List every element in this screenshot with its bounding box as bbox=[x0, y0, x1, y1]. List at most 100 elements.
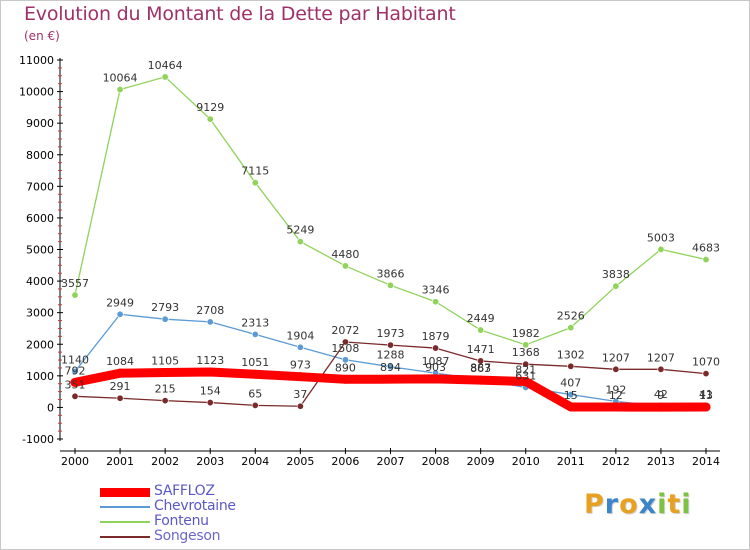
data-label-saffloz: 1051 bbox=[241, 356, 269, 369]
logo-letter: o bbox=[619, 489, 639, 520]
data-label-fontenu: 3557 bbox=[61, 277, 89, 290]
data-point-fontenu bbox=[567, 324, 575, 332]
data-point-chevrotaine bbox=[567, 391, 575, 399]
logo-letter: x bbox=[638, 489, 658, 520]
data-label-songeson: 37 bbox=[293, 388, 307, 401]
data-point-saffloz bbox=[160, 368, 170, 378]
data-label-fontenu: 3346 bbox=[422, 284, 450, 297]
x-tick-label: 2005 bbox=[286, 455, 314, 468]
data-label-songeson: 351 bbox=[65, 378, 86, 391]
data-point-saffloz bbox=[205, 367, 215, 377]
legend-swatch bbox=[100, 536, 150, 538]
data-label-songeson: 154 bbox=[200, 385, 221, 398]
data-label-saffloz: 973 bbox=[290, 359, 311, 372]
data-point-chevrotaine bbox=[386, 363, 394, 371]
data-point-songeson bbox=[477, 357, 485, 365]
x-tick-label: 2000 bbox=[61, 455, 89, 468]
data-label-saffloz: 792 bbox=[65, 364, 86, 377]
x-tick-label: 2003 bbox=[196, 455, 224, 468]
y-tick-label: -1000 bbox=[22, 433, 54, 446]
data-point-songeson bbox=[341, 338, 349, 346]
data-point-chevrotaine bbox=[296, 343, 304, 351]
legend-label: Fontenu bbox=[154, 513, 209, 529]
data-label-fontenu: 3838 bbox=[602, 268, 630, 281]
y-tick-label: 2000 bbox=[26, 338, 54, 351]
data-point-songeson bbox=[116, 394, 124, 402]
y-tick-label: 4000 bbox=[26, 275, 54, 288]
data-point-fontenu bbox=[206, 115, 214, 123]
y-tick-label: 9000 bbox=[26, 117, 54, 130]
x-tick-label: 2013 bbox=[647, 455, 675, 468]
data-label-fontenu: 4683 bbox=[692, 242, 720, 255]
data-label-songeson: 2072 bbox=[331, 324, 359, 337]
data-point-songeson bbox=[386, 341, 394, 349]
data-point-songeson bbox=[612, 365, 620, 373]
data-label-chevrotaine: 1904 bbox=[286, 329, 314, 342]
data-label-saffloz: 9 bbox=[657, 389, 664, 402]
data-point-chevrotaine bbox=[206, 318, 214, 326]
data-point-songeson bbox=[71, 392, 79, 400]
data-label-saffloz: 863 bbox=[470, 362, 491, 375]
data-point-fontenu bbox=[116, 86, 124, 94]
data-label-songeson: 1302 bbox=[557, 348, 585, 361]
data-point-fontenu bbox=[702, 256, 710, 264]
chart-subtitle: (en €) bbox=[24, 29, 60, 43]
data-point-fontenu bbox=[251, 179, 259, 187]
data-label-fontenu: 3866 bbox=[377, 267, 405, 280]
data-point-saffloz bbox=[70, 377, 80, 387]
data-label-fontenu: 7115 bbox=[241, 165, 269, 178]
data-label-fontenu: 9129 bbox=[196, 101, 224, 114]
data-point-songeson bbox=[161, 397, 169, 405]
data-label-saffloz: 1084 bbox=[106, 355, 134, 368]
data-point-songeson bbox=[206, 399, 214, 407]
data-label-songeson: 65 bbox=[248, 387, 262, 400]
data-point-saffloz bbox=[656, 402, 666, 412]
data-point-fontenu bbox=[386, 281, 394, 289]
data-label-songeson: 1879 bbox=[422, 330, 450, 343]
data-label-chevrotaine: 407 bbox=[560, 377, 581, 390]
data-label-chevrotaine: 887 bbox=[470, 361, 491, 374]
data-label-saffloz: 15 bbox=[564, 389, 578, 402]
y-tick-label: 8000 bbox=[26, 149, 54, 162]
y-tick-label: 0 bbox=[47, 401, 54, 414]
legend-swatch bbox=[100, 521, 150, 523]
data-label-songeson: 1471 bbox=[467, 343, 495, 356]
data-label-fontenu: 2449 bbox=[467, 312, 495, 325]
data-point-chevrotaine bbox=[116, 310, 124, 318]
legend-label: SAFFLOZ bbox=[154, 483, 215, 499]
y-tick-label: 11000 bbox=[19, 54, 54, 67]
data-point-saffloz bbox=[295, 372, 305, 382]
proxiti-logo: Proxiti bbox=[584, 489, 692, 520]
x-tick-label: 2001 bbox=[106, 455, 134, 468]
data-point-fontenu bbox=[657, 245, 665, 253]
data-label-saffloz: 890 bbox=[335, 361, 356, 374]
x-tick-label: 2012 bbox=[602, 455, 630, 468]
data-point-fontenu bbox=[522, 341, 530, 349]
chart-title: Evolution du Montant de la Dette par Hab… bbox=[24, 3, 456, 25]
data-label-chevrotaine: 631 bbox=[515, 369, 536, 382]
data-point-saffloz bbox=[386, 374, 395, 384]
data-point-songeson bbox=[522, 360, 530, 368]
y-tick-label: 5000 bbox=[26, 244, 54, 257]
data-point-songeson bbox=[432, 344, 440, 352]
data-label-chevrotaine: 1087 bbox=[422, 355, 450, 368]
legend-swatch bbox=[100, 487, 150, 497]
data-point-saffloz bbox=[521, 376, 531, 386]
legend-label: Chevrotaine bbox=[154, 498, 236, 514]
data-label-fontenu: 1982 bbox=[512, 327, 540, 340]
logo-letter: i bbox=[681, 489, 692, 520]
y-tick-label: 6000 bbox=[26, 212, 54, 225]
data-point-fontenu bbox=[341, 262, 349, 270]
y-tick-label: 1000 bbox=[26, 370, 54, 383]
data-label-saffloz: 903 bbox=[425, 361, 446, 374]
data-point-fontenu bbox=[477, 326, 485, 334]
data-label-saffloz: 1105 bbox=[151, 355, 179, 368]
data-point-songeson bbox=[657, 365, 665, 373]
data-point-chevrotaine bbox=[341, 356, 349, 364]
y-tick-label: 3000 bbox=[26, 307, 54, 320]
data-label-fontenu: 4480 bbox=[331, 248, 359, 261]
data-label-saffloz: 894 bbox=[380, 361, 401, 374]
data-point-saffloz bbox=[611, 402, 621, 412]
data-label-fontenu: 5003 bbox=[647, 231, 675, 244]
